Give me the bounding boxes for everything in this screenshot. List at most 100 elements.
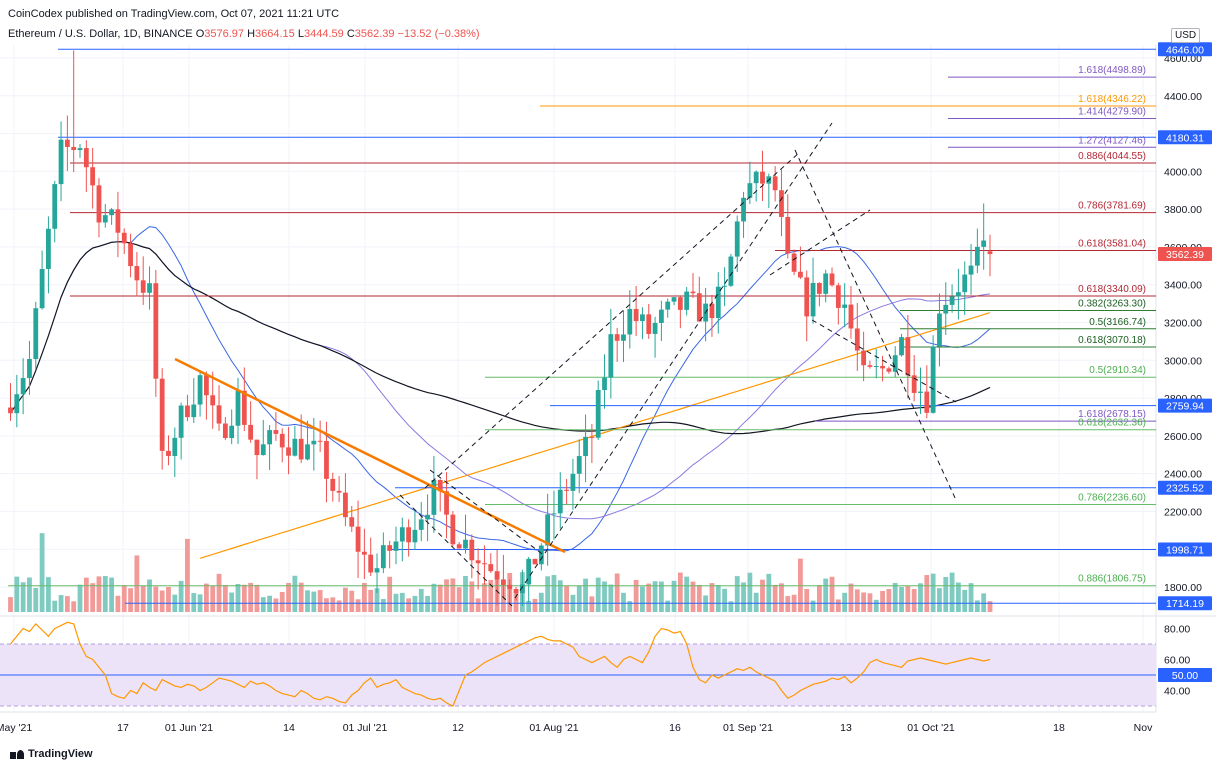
volume-bar — [918, 583, 923, 612]
low-label: L — [297, 28, 304, 40]
price-tick-label: 2400.00 — [1164, 469, 1202, 481]
time-tick-label: 16 — [669, 722, 681, 734]
volume-bar — [741, 582, 746, 612]
volume-bar — [46, 577, 51, 612]
candle-body — [475, 560, 481, 564]
level-label: 1.618(2678.15) — [1078, 409, 1146, 420]
candle-body — [842, 304, 848, 308]
candle-body — [968, 265, 974, 275]
candle-body — [235, 390, 241, 426]
volume-bar — [267, 595, 272, 612]
volume-bar — [583, 578, 588, 612]
candle-body — [545, 514, 551, 546]
time-tick-label: 01 Aug '21 — [529, 722, 578, 734]
volume-bar — [305, 590, 310, 612]
candle-body — [576, 456, 582, 474]
candle-body — [690, 291, 696, 294]
level-price-tag-bg — [1158, 398, 1212, 413]
candle-body — [336, 490, 342, 493]
volume-bar — [204, 583, 209, 612]
volume-bar — [880, 590, 885, 612]
ma20-line — [60, 226, 991, 552]
volume-bar — [216, 573, 222, 612]
candle-body — [248, 424, 254, 440]
volume-bar — [425, 596, 430, 612]
low-value: 3444.59 — [303, 28, 344, 40]
volume-bar — [886, 589, 892, 612]
volume-bar — [463, 575, 468, 612]
candle-body — [886, 368, 892, 372]
rsi-line — [10, 621, 991, 707]
candle-body — [355, 526, 361, 552]
volume-bar — [949, 572, 955, 612]
rsi-tick-label: 40.00 — [1164, 686, 1190, 698]
candle-body — [760, 171, 765, 184]
candle-body — [380, 545, 386, 569]
volume-bar — [330, 597, 336, 612]
volume-bar — [867, 593, 873, 612]
candle-body — [621, 334, 626, 341]
candle-body — [829, 273, 835, 286]
volume-bar — [387, 576, 393, 612]
candle-body — [260, 444, 266, 456]
candle-body — [614, 334, 620, 341]
candle-body — [349, 517, 355, 527]
candle-body — [753, 171, 759, 184]
descending-trendline — [174, 357, 566, 554]
volume-bar — [33, 587, 39, 612]
rsi-tick-label: 60.00 — [1164, 655, 1190, 667]
volume-bar — [52, 600, 58, 612]
volume-bar — [854, 589, 860, 612]
candle-body — [267, 430, 272, 445]
volume-bar — [286, 582, 291, 612]
volume-bar — [140, 585, 146, 612]
candle-body — [911, 375, 917, 393]
candle-body — [526, 558, 532, 585]
candle-body — [791, 253, 797, 272]
candle-body — [140, 280, 146, 293]
time-tick-label: 01 Sep '21 — [723, 722, 773, 734]
volume-bar — [665, 600, 671, 612]
volume-bar — [753, 592, 759, 612]
candle-body — [147, 283, 152, 293]
level-label: 1.272(4127.46) — [1078, 135, 1146, 146]
volume-bar — [728, 601, 734, 612]
currency-button[interactable]: USD — [1171, 28, 1201, 43]
candle-body — [696, 293, 702, 322]
candle-body — [216, 405, 222, 424]
candle-body — [956, 292, 961, 297]
candle-body — [557, 489, 563, 514]
candle-body — [431, 479, 437, 515]
volume-bar — [254, 584, 260, 612]
candle-body — [115, 209, 121, 233]
volume-bar — [956, 582, 961, 612]
volume-bar — [816, 584, 822, 612]
volume-bar — [690, 581, 696, 612]
candle-body — [20, 378, 26, 395]
change-value: −13.52 (−0.38%) — [397, 28, 480, 40]
candle-body — [785, 216, 791, 254]
candle-body — [741, 197, 746, 222]
level-label: 0.5(2910.34) — [1089, 365, 1146, 376]
candle-body — [671, 297, 677, 302]
volume-bar — [987, 601, 993, 612]
level-price-tag-bg — [1158, 42, 1212, 57]
candle-body — [197, 375, 203, 405]
volume-bar — [134, 555, 140, 612]
volume-bar — [292, 575, 298, 612]
candle-body — [437, 479, 443, 492]
volume-bar — [8, 597, 13, 612]
volume-bar — [121, 585, 127, 612]
volume-bar — [260, 597, 266, 612]
candle-body — [816, 282, 822, 294]
volume-bar — [671, 580, 677, 612]
candle-body — [892, 355, 898, 372]
volume-bar — [380, 599, 386, 612]
volume-bar — [361, 582, 367, 612]
candle-body — [519, 584, 525, 594]
candle-body — [27, 358, 32, 379]
candle-body — [532, 558, 538, 565]
volume-bar — [437, 584, 443, 612]
volume-bar — [696, 584, 702, 612]
